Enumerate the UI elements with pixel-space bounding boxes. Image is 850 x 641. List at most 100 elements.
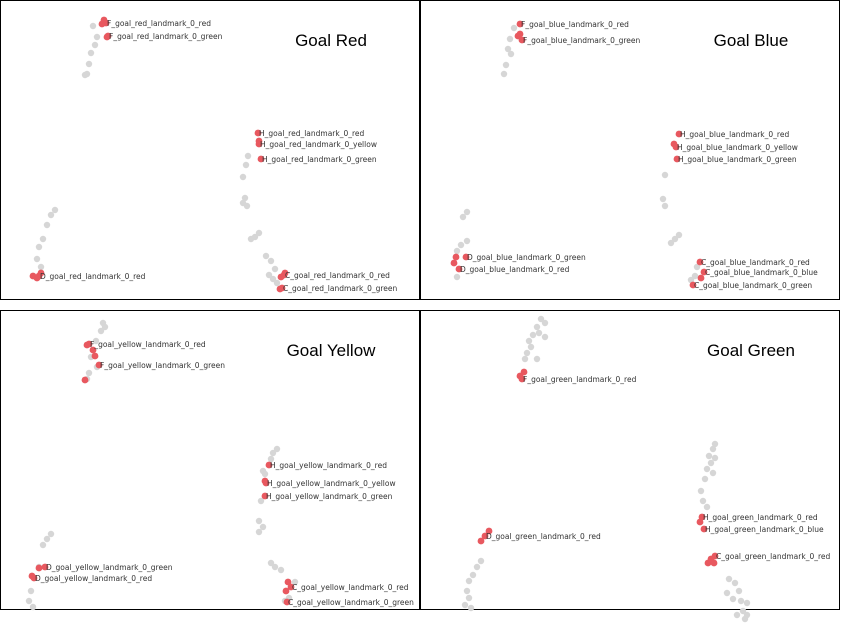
background-point <box>705 452 713 460</box>
background-point <box>465 577 473 585</box>
background-point <box>533 355 541 363</box>
background-point <box>661 202 669 210</box>
background-point <box>473 563 481 571</box>
background-point <box>510 24 518 32</box>
point-label: D_goal_green_landmark_0_red <box>486 532 601 541</box>
highlight-point <box>287 583 295 591</box>
point-label: D_goal_blue_landmark_0_green <box>467 253 586 262</box>
point-label: H_goal_green_landmark_0_blue <box>705 525 824 534</box>
background-point <box>723 589 731 597</box>
point-label: D_goal_blue_landmark_0_red <box>460 265 570 274</box>
highlight-point <box>283 598 291 606</box>
background-point <box>93 33 101 41</box>
point-label: H_goal_red_landmark_0_green <box>262 155 377 164</box>
background-point <box>691 272 699 280</box>
point-label: C_goal_red_landmark_0_red <box>285 271 390 280</box>
background-point <box>711 440 719 448</box>
highlight-point <box>450 259 458 267</box>
background-point <box>267 455 275 463</box>
background-point <box>267 559 275 567</box>
point-label: F_goal_blue_landmark_0_red <box>521 20 629 29</box>
background-point <box>259 523 267 531</box>
panel-goal-yellow: F_goal_yellow_landmark_0_red F_goal_yello… <box>0 310 420 611</box>
highlight-point <box>255 140 263 148</box>
background-point <box>255 517 263 525</box>
background-point <box>477 557 485 565</box>
background-point <box>507 50 515 58</box>
point-label: F_goal_blue_landmark_0_green <box>523 36 641 45</box>
highlight-point <box>455 265 463 273</box>
scatter-goal-green: F_goal_green_landmark_0_red H_goal_green_… <box>461 315 831 623</box>
background-point <box>687 276 695 284</box>
background-point <box>277 566 285 574</box>
highlight-point <box>95 361 103 369</box>
background-point <box>525 337 533 345</box>
point-label: H_goal_red_landmark_0_yellow <box>260 140 377 149</box>
highlight-point <box>675 130 683 138</box>
background-point <box>262 252 270 260</box>
background-point <box>271 563 279 571</box>
background-point <box>541 319 549 327</box>
background-point <box>697 487 705 495</box>
highlight-point <box>481 532 489 540</box>
background-point <box>469 571 477 579</box>
background-point <box>711 454 719 462</box>
background-point <box>463 237 471 245</box>
point-label: H_goal_blue_landmark_0_green <box>678 155 797 164</box>
background-point <box>535 329 543 337</box>
point-label: H_goal_yellow_landmark_0_red <box>270 461 387 470</box>
highlight-point <box>696 258 704 266</box>
background-point <box>267 257 275 265</box>
background-point <box>461 601 469 609</box>
highlight-point <box>262 479 270 487</box>
background-point <box>504 45 512 53</box>
background-point <box>703 503 711 511</box>
background-point <box>27 587 35 595</box>
background-point <box>43 535 51 543</box>
chart-title: Goal Red <box>295 31 367 50</box>
highlight-point <box>700 268 708 276</box>
background-point <box>85 369 93 377</box>
chart-title: Goal Yellow <box>287 341 377 360</box>
highlight-point <box>41 563 49 571</box>
point-label: F_goal_red_landmark_0_green <box>109 32 223 41</box>
scatter-goal-yellow: F_goal_yellow_landmark_0_red F_goal_yello… <box>25 319 414 611</box>
highlight-point <box>265 461 273 469</box>
point-label: F_goal_green_landmark_0_red <box>523 375 637 384</box>
background-point <box>529 331 537 339</box>
highlight-point <box>282 587 290 595</box>
point-label: C_goal_green_landmark_0_red <box>716 552 831 561</box>
background-point <box>239 173 247 181</box>
highlight-point <box>477 537 485 545</box>
scatter-goal-red: F_goal_red_landmark_0_red F_goal_red_land… <box>29 16 398 293</box>
highlight-point <box>30 574 38 582</box>
highlight-point <box>278 284 286 292</box>
highlight-point <box>518 36 526 44</box>
highlight-point <box>485 527 493 535</box>
background-point <box>707 459 715 467</box>
background-point <box>701 475 709 483</box>
background-point <box>737 597 745 605</box>
highlight-point <box>673 155 681 163</box>
point-label: F_goal_yellow_landmark_0_red <box>90 340 206 349</box>
background-point <box>537 315 545 323</box>
highlight-point <box>672 143 680 151</box>
background-point <box>271 265 279 273</box>
background-point <box>89 22 97 30</box>
background-point <box>667 239 675 247</box>
highlight-point <box>462 253 470 261</box>
background-point <box>467 604 475 612</box>
background-point <box>43 221 51 229</box>
background-point <box>463 587 471 595</box>
highlight-point <box>700 525 708 533</box>
background-point <box>533 323 541 331</box>
highlight-point <box>35 564 43 572</box>
background-point <box>29 603 37 611</box>
highlight-point <box>698 513 706 521</box>
background-point <box>51 206 59 214</box>
background-point <box>733 611 741 619</box>
background-point <box>671 235 679 243</box>
background-point <box>85 60 93 68</box>
background-point <box>255 229 263 237</box>
chart-title: Goal Green <box>707 341 795 360</box>
